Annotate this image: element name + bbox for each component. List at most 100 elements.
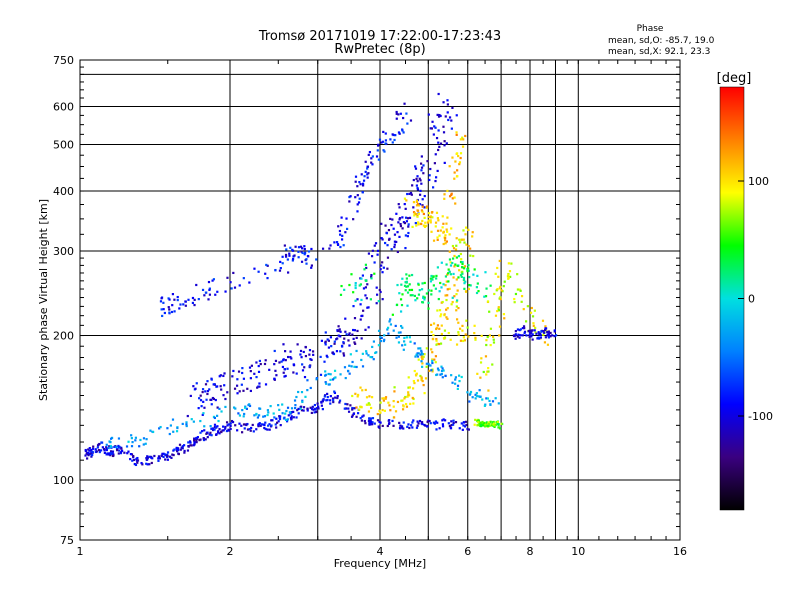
- data-point: [249, 377, 252, 380]
- data-point: [246, 387, 249, 390]
- data-point: [424, 221, 427, 224]
- data-point: [209, 431, 212, 434]
- data-point: [419, 353, 422, 356]
- data-point: [429, 219, 432, 222]
- data-point: [370, 396, 374, 399]
- data-point: [440, 369, 444, 373]
- data-point: [442, 125, 445, 128]
- data-point: [248, 281, 251, 284]
- data-point: [326, 395, 329, 399]
- data-point: [477, 419, 480, 422]
- data-point: [255, 412, 258, 416]
- data-point: [427, 212, 431, 215]
- data-point: [367, 354, 370, 357]
- data-point: [411, 184, 414, 187]
- data-point: [217, 419, 220, 423]
- data-point: [190, 418, 193, 421]
- data-point: [448, 287, 451, 290]
- data-point: [199, 431, 202, 434]
- data-point: [333, 391, 337, 395]
- data-point: [398, 292, 401, 295]
- data-point: [477, 421, 480, 424]
- data-point: [197, 407, 200, 410]
- data-point: [216, 385, 219, 388]
- data-point: [423, 194, 426, 198]
- data-point: [198, 397, 201, 400]
- data-point: [197, 297, 200, 301]
- data-point: [310, 358, 313, 362]
- data-point: [236, 378, 239, 381]
- data-point: [199, 394, 202, 397]
- data-point: [393, 243, 396, 246]
- data-point: [430, 369, 433, 372]
- scatter-points: [84, 92, 558, 467]
- data-point: [441, 215, 444, 218]
- data-point: [405, 280, 408, 283]
- data-point: [422, 212, 425, 216]
- data-point: [518, 288, 521, 291]
- data-point: [489, 420, 492, 423]
- data-point: [438, 145, 441, 148]
- data-point: [333, 342, 336, 345]
- data-point: [216, 290, 219, 293]
- data-point: [425, 347, 428, 350]
- data-point: [468, 400, 471, 403]
- data-point: [339, 330, 342, 333]
- data-point: [373, 261, 376, 264]
- data-point: [338, 229, 342, 233]
- data-point: [539, 336, 542, 339]
- data-point: [402, 221, 405, 224]
- data-point: [380, 264, 383, 267]
- data-point: [448, 195, 452, 198]
- data-point: [454, 378, 457, 381]
- data-point: [304, 251, 307, 254]
- data-point: [360, 298, 363, 302]
- data-point: [411, 294, 414, 297]
- data-point: [98, 450, 101, 454]
- data-point: [452, 419, 455, 422]
- data-point: [422, 164, 425, 167]
- data-point: [396, 231, 399, 234]
- data-point: [195, 382, 198, 385]
- data-point: [436, 373, 439, 376]
- data-point: [243, 412, 246, 416]
- data-point: [429, 167, 432, 171]
- data-point: [383, 409, 386, 412]
- data-point: [387, 228, 391, 232]
- data-point: [309, 386, 312, 390]
- data-point: [523, 327, 526, 330]
- data-point: [399, 324, 403, 328]
- data-point: [426, 221, 430, 224]
- data-point: [150, 456, 153, 459]
- data-point: [547, 331, 550, 334]
- data-point: [360, 277, 363, 280]
- data-point: [462, 336, 465, 339]
- data-point: [160, 308, 163, 311]
- data-point: [292, 416, 295, 419]
- data-point: [405, 199, 408, 202]
- data-point: [260, 423, 263, 426]
- data-point: [238, 284, 241, 287]
- data-point: [406, 192, 409, 196]
- data-point: [359, 386, 362, 389]
- data-point: [365, 352, 368, 355]
- data-point: [233, 387, 237, 390]
- data-point: [161, 452, 164, 455]
- data-point: [472, 254, 475, 258]
- data-point: [395, 110, 398, 114]
- data-point: [336, 394, 339, 398]
- data-point: [435, 274, 438, 278]
- data-point: [475, 291, 479, 295]
- data-point: [173, 448, 176, 451]
- data-point: [489, 344, 492, 347]
- data-point: [275, 374, 278, 377]
- data-point: [343, 366, 347, 369]
- data-point: [547, 336, 550, 339]
- x-tick-label: 16: [673, 545, 687, 558]
- data-point: [415, 372, 418, 375]
- data-point: [309, 358, 312, 361]
- data-point: [364, 286, 367, 289]
- data-point: [403, 197, 407, 200]
- data-point: [354, 196, 357, 199]
- data-point: [315, 407, 319, 410]
